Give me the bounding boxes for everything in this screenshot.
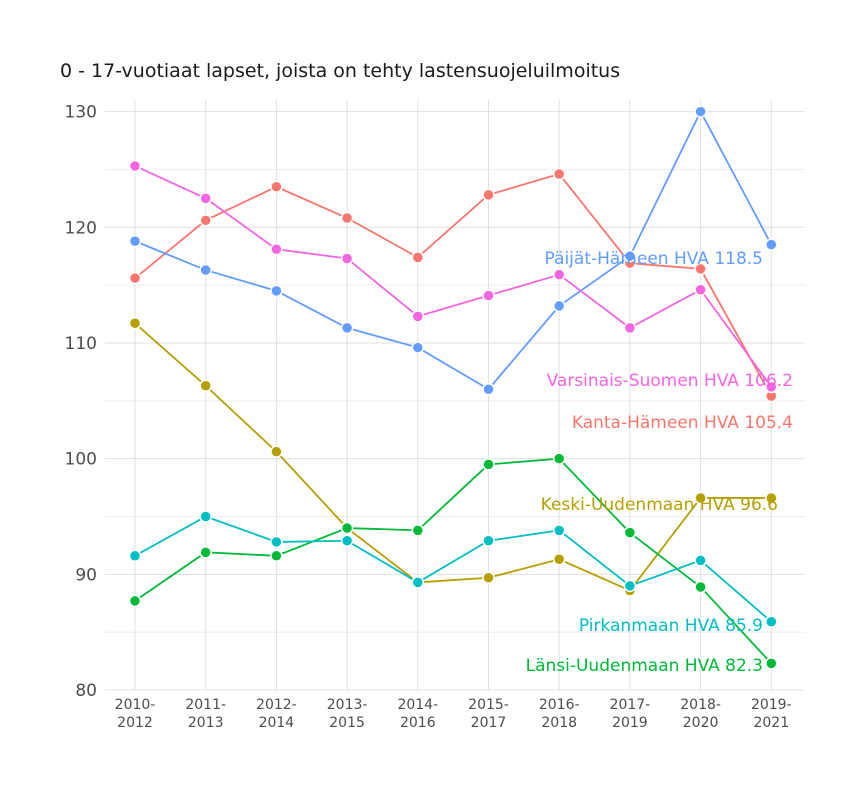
- data-point: [482, 382, 495, 396]
- data-point: [270, 242, 283, 256]
- series-line-päijät-hämeen-hva: [134, 109, 773, 391]
- data-point: [199, 546, 212, 559]
- series-line-pirkanmaan-hva: [134, 515, 772, 623]
- data-point: [270, 284, 283, 298]
- data-point: [270, 535, 283, 549]
- data-point: [765, 657, 778, 670]
- data-point: [270, 549, 283, 563]
- series-line-länsi-uudenmaan-hva: [134, 457, 772, 665]
- data-point: [128, 271, 142, 285]
- data-point: [482, 571, 495, 585]
- data-point: [694, 554, 707, 567]
- data-point: [411, 341, 425, 354]
- data-point: [552, 167, 566, 181]
- data-point: [552, 452, 566, 465]
- data-point: [623, 249, 637, 263]
- data-point: [411, 251, 425, 264]
- series-end-label: Kanta-Hämeen HVA 105.4: [572, 413, 793, 433]
- x-tick-label: 2017-2019: [610, 697, 651, 731]
- data-point: [765, 238, 778, 251]
- series-end-labels: Kanta-Hämeen HVA 105.4 Keski-Uudenmaan HV…: [526, 249, 793, 676]
- chart-title: 0 - 17-vuotiaat lapset, joista on tehty …: [60, 60, 620, 82]
- x-tick-label: 2016-2018: [539, 697, 580, 731]
- data-point: [623, 526, 637, 539]
- grid: [105, 100, 805, 691]
- x-tick-label: 2018-2020: [680, 697, 721, 731]
- data-point: [270, 445, 283, 458]
- series-end-label: Länsi-Uudenmaan HVA 82.3: [526, 656, 763, 676]
- data-point: [340, 534, 354, 548]
- data-point: [411, 524, 425, 537]
- x-tick-label: 2013-2015: [327, 697, 368, 731]
- y-axis: 80 90 100 110 120 130: [65, 103, 97, 701]
- data-point: [199, 263, 212, 277]
- x-tick-label: 2014-2016: [397, 697, 438, 731]
- data-point: [199, 379, 212, 392]
- data-point: [765, 380, 778, 394]
- data-point: [128, 234, 142, 248]
- data-point: [694, 105, 707, 118]
- x-tick-label: 2019-2021: [751, 697, 792, 731]
- data-point: [340, 321, 354, 335]
- data-point: [128, 594, 142, 608]
- x-tick-label: 2010-2012: [115, 697, 156, 731]
- series-end-label: Keski-Uudenmaan HVA 96.6: [541, 495, 778, 515]
- data-point: [340, 521, 354, 535]
- data-point: [482, 188, 495, 202]
- series-line-varsinais-suomen-hva: [134, 165, 773, 388]
- x-tick-label: 2011-2013: [185, 697, 226, 731]
- data-point: [128, 159, 142, 173]
- y-tick-label: 120: [65, 218, 97, 238]
- x-tick-label: 2015-2017: [468, 697, 509, 731]
- data-point: [694, 283, 707, 296]
- y-tick-label: 90: [75, 565, 97, 585]
- data-point: [128, 549, 142, 563]
- data-point: [694, 262, 707, 276]
- series-line-kanta-hämeen-hva: [134, 173, 773, 397]
- data-point: [199, 214, 212, 227]
- data-point: [128, 317, 142, 330]
- data-point: [270, 180, 283, 194]
- data-point: [552, 524, 566, 537]
- series-end-label: Varsinais-Suomen HVA 106.2: [547, 371, 793, 391]
- data-point: [765, 491, 778, 505]
- data-point: [482, 458, 495, 471]
- data-point: [411, 310, 425, 323]
- data-point: [694, 491, 707, 505]
- data-point: [765, 615, 778, 628]
- y-tick-label: 80: [75, 681, 97, 701]
- x-axis: 2010-2012 2011-2013 2012-2014 2013-2015 2014…: [115, 697, 792, 731]
- data-point: [694, 580, 707, 594]
- x-tick-label: 2012-2014: [256, 697, 297, 731]
- data-point: [623, 579, 637, 593]
- data-point: [552, 268, 566, 281]
- data-point: [340, 252, 354, 265]
- data-point: [482, 289, 495, 302]
- data-point: [199, 510, 212, 523]
- series-points: [128, 105, 778, 670]
- series-end-label: Päijät-Hämeen HVA 118.5: [545, 249, 763, 269]
- data-point: [552, 299, 566, 313]
- series-lines: [134, 109, 773, 665]
- y-tick-label: 130: [65, 103, 97, 123]
- y-tick-label: 110: [65, 334, 97, 354]
- series-end-label: Pirkanmaan HVA 85.9: [579, 616, 763, 636]
- data-point: [411, 576, 425, 589]
- data-point: [199, 192, 212, 205]
- data-point: [482, 534, 495, 548]
- data-point: [623, 321, 637, 335]
- series-line-keski-uudenmaan-hva: [134, 322, 772, 592]
- y-tick-label: 100: [65, 450, 97, 470]
- data-point: [340, 211, 354, 225]
- data-point: [552, 553, 566, 566]
